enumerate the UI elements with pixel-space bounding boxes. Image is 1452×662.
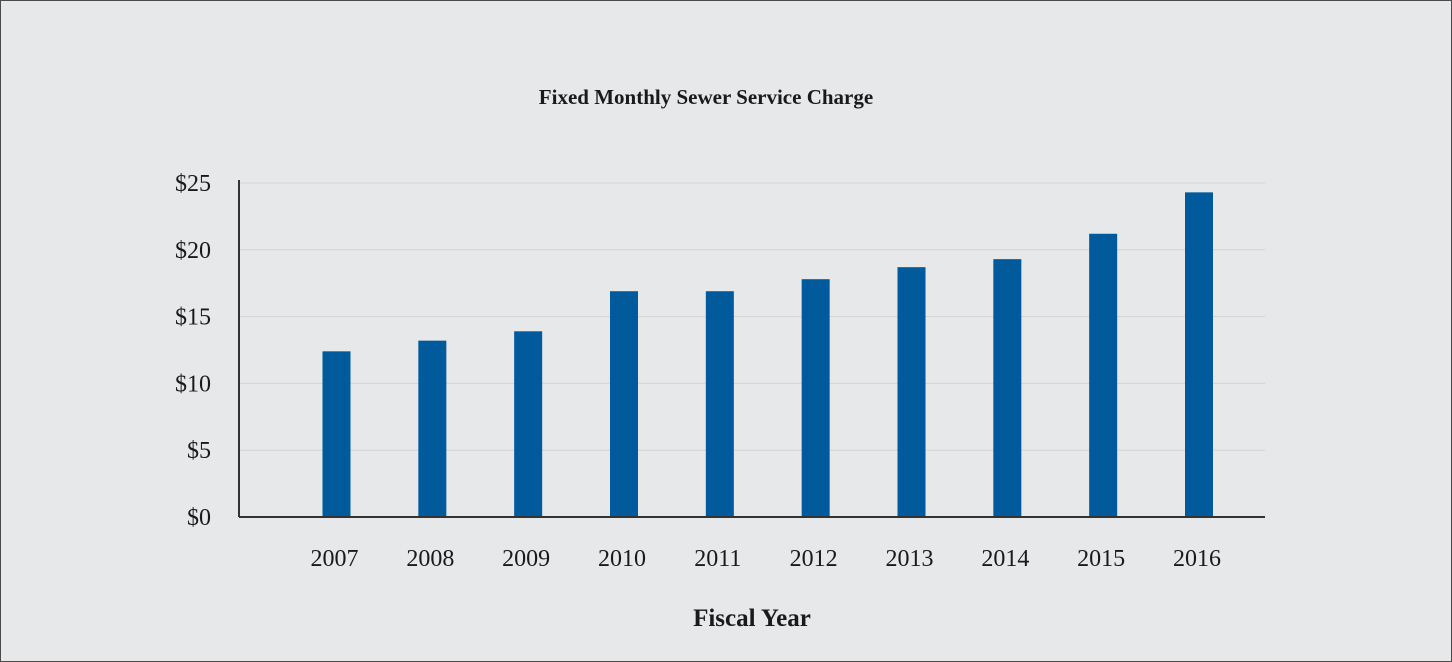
y-tick-label: $5 (187, 438, 211, 464)
bar-2007 (322, 351, 351, 517)
bar-2008 (418, 340, 447, 517)
x-tick-label: 2009 (502, 546, 550, 572)
x-axis-ticks: 2007 2008 2009 2010 2011 2012 2013 2014 2015 2016 (311, 546, 1222, 572)
bar-2012 (801, 279, 830, 517)
x-tick-label: 2016 (1173, 546, 1221, 572)
y-axis-ticks: $0 $5 $10 $15 $20 $25 (175, 171, 211, 531)
x-tick-label: 2010 (598, 546, 646, 572)
x-tick-label: 2012 (790, 546, 838, 572)
x-tick-label: 2011 (694, 546, 741, 572)
y-tick-label: $15 (175, 305, 211, 331)
bar-2014 (993, 259, 1022, 517)
x-tick-label: 2008 (406, 546, 454, 572)
x-axis-title: Fiscal Year (693, 605, 811, 632)
bar-2013 (897, 267, 926, 517)
bar-2011 (705, 291, 734, 517)
bar-2010 (610, 291, 638, 517)
bars (322, 192, 1213, 518)
bar-2016 (1185, 192, 1213, 518)
y-tick-label: $25 (175, 171, 211, 197)
x-tick-label: 2013 (886, 546, 934, 572)
chart-title: Fixed Monthly Sewer Service Charge (539, 85, 873, 109)
y-tick-label: $0 (187, 505, 211, 531)
x-tick-label: 2014 (981, 546, 1029, 572)
bar-2009 (514, 331, 543, 517)
x-tick-label: 2015 (1077, 546, 1125, 572)
y-tick-label: $20 (175, 238, 211, 264)
x-tick-label: 2007 (311, 546, 359, 572)
bar-2015 (1089, 233, 1118, 517)
y-tick-label: $10 (175, 371, 211, 397)
